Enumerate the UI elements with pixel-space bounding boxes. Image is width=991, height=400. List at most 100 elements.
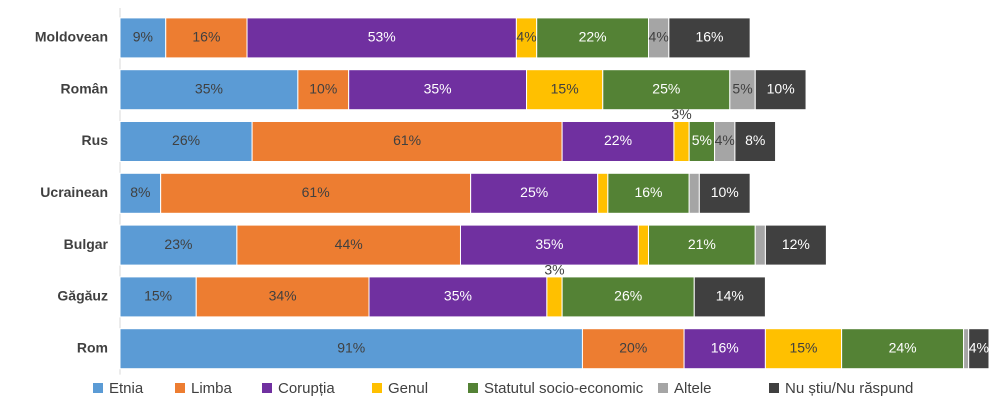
bar-segment	[841, 328, 965, 370]
bar-segment	[754, 224, 766, 266]
bar-segment	[470, 172, 599, 214]
category-label: Rom	[77, 339, 108, 355]
bar-segment	[597, 172, 609, 214]
bar-segment	[693, 276, 766, 318]
category-label: Găgăuz	[57, 288, 108, 304]
bar-segment	[119, 276, 197, 318]
data-label: 15%	[789, 339, 817, 355]
legend-label: Altele	[674, 380, 712, 397]
category-label: Moldovean	[35, 29, 108, 45]
bar-segment	[546, 276, 563, 318]
bar-segment	[536, 17, 650, 59]
bar-segment	[165, 17, 248, 59]
data-label: 8%	[130, 184, 150, 200]
legend-label: Etnia	[109, 380, 144, 397]
data-label: 9%	[133, 29, 153, 45]
data-label: 5%	[732, 80, 752, 96]
bar-segment	[648, 224, 756, 266]
bar-segment	[607, 172, 690, 214]
data-label: 16%	[695, 29, 723, 45]
legend-swatch	[175, 383, 185, 393]
data-label: 10%	[767, 80, 795, 96]
legend-swatch	[372, 383, 382, 393]
data-label: 35%	[444, 288, 472, 304]
bar-segment	[688, 121, 716, 162]
bar-segment	[688, 172, 700, 214]
data-label: 5%	[692, 132, 712, 148]
data-label: 16%	[634, 184, 662, 200]
bar-segment	[119, 172, 162, 214]
bar-segment	[160, 172, 472, 214]
bar-segment	[119, 69, 299, 111]
data-label: 61%	[393, 132, 421, 148]
legend-label: Statutul socio-economic	[484, 380, 644, 397]
data-label: 12%	[782, 236, 810, 252]
bar-segment	[734, 121, 777, 162]
legend-swatch	[468, 383, 478, 393]
legend-swatch	[262, 383, 272, 393]
data-label: 3%	[671, 106, 691, 122]
bar-segment	[119, 328, 583, 370]
legend-label: Corupția	[278, 380, 335, 397]
data-label: 4%	[969, 339, 989, 355]
data-label: 4%	[516, 29, 536, 45]
bar-segment	[668, 17, 751, 59]
bar-segment	[561, 121, 675, 162]
legend-label: Nu știu/Nu răspund	[785, 380, 913, 397]
data-label: 34%	[269, 288, 297, 304]
data-label: 24%	[889, 339, 917, 355]
bar-segment	[236, 224, 461, 266]
bar-segment	[673, 121, 690, 162]
bar-segment	[251, 121, 563, 162]
data-label: 35%	[195, 80, 223, 96]
bar-segment	[368, 276, 548, 318]
bar-segment	[754, 69, 807, 111]
data-label: 4%	[649, 29, 669, 45]
data-label: 22%	[604, 132, 632, 148]
bar-segment	[764, 224, 827, 266]
data-label: 16%	[192, 29, 220, 45]
category-label: Român	[61, 80, 108, 96]
bar-segment	[698, 172, 751, 214]
data-label: 3%	[544, 262, 564, 278]
bar-segment	[637, 224, 650, 266]
data-label: 35%	[535, 236, 563, 252]
data-label: 10%	[711, 184, 739, 200]
data-label: 21%	[688, 236, 716, 252]
category-label: Bulgar	[64, 236, 109, 252]
bar-segment	[459, 224, 639, 266]
data-label: 25%	[652, 80, 680, 96]
legend-swatch	[93, 383, 103, 393]
data-label: 26%	[172, 132, 200, 148]
bar-segment	[195, 276, 370, 318]
legend-label: Genul	[388, 380, 428, 397]
bar-segment	[968, 328, 990, 370]
data-label: 4%	[715, 132, 735, 148]
bar-segment	[119, 224, 238, 266]
data-label: 20%	[619, 339, 647, 355]
data-label: 14%	[716, 288, 744, 304]
data-label: 15%	[144, 288, 172, 304]
data-label: 53%	[368, 29, 396, 45]
legend-swatch	[769, 383, 779, 393]
data-label: 22%	[579, 29, 607, 45]
data-label: 8%	[745, 132, 765, 148]
category-label: Ucrainean	[40, 184, 108, 200]
data-label: 25%	[520, 184, 548, 200]
data-label: 44%	[335, 236, 363, 252]
data-label: 61%	[302, 184, 330, 200]
legend-label: Limba	[191, 380, 233, 397]
data-label: 15%	[551, 80, 579, 96]
category-label: Rus	[82, 132, 109, 148]
bar-segment	[246, 17, 517, 59]
data-label: 26%	[614, 288, 642, 304]
bar-segment	[683, 328, 766, 370]
data-label: 23%	[164, 236, 192, 252]
data-label: 91%	[337, 339, 365, 355]
bar-segment	[729, 69, 756, 111]
data-label: 10%	[309, 80, 337, 96]
data-label: 16%	[711, 339, 739, 355]
bar-segment	[526, 69, 604, 111]
legend-swatch	[658, 383, 668, 393]
